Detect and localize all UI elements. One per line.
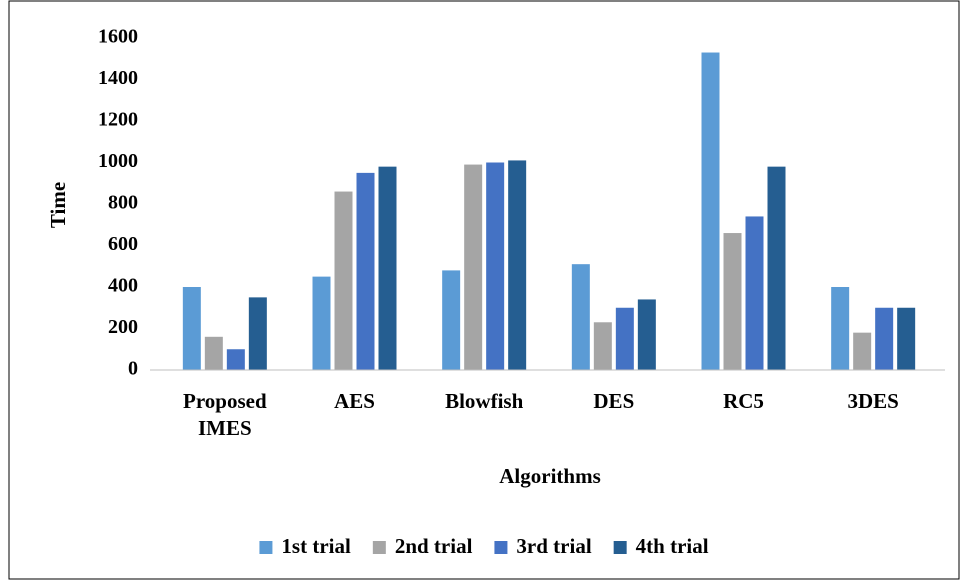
x-tick-label: 3DES: [847, 389, 898, 413]
y-tick-label: 1000: [98, 150, 138, 172]
x-tick-label: Proposed IMES: [183, 389, 267, 440]
bar: [442, 270, 461, 370]
bar: [378, 166, 397, 370]
y-tick-label: 600: [108, 233, 138, 255]
bar: [897, 307, 916, 370]
bar: [356, 172, 375, 370]
bar: [701, 52, 720, 371]
bar: [226, 349, 245, 370]
legend-label: 1st trial: [281, 534, 351, 558]
legend-swatch: [372, 541, 386, 554]
bar: [853, 332, 872, 370]
legend-swatch: [494, 541, 508, 554]
bar: [182, 287, 201, 370]
bar: [723, 233, 742, 370]
legend-swatch: [259, 541, 273, 554]
bar: [593, 322, 612, 370]
bar: [334, 191, 353, 370]
y-tick-label: 200: [108, 316, 138, 338]
y-tick-label: 0: [128, 358, 138, 380]
x-tick-label-line: IMES: [198, 416, 252, 440]
bar: [637, 299, 656, 370]
x-tick-label: RC5: [723, 389, 764, 413]
x-tick-label: Blowfish: [445, 389, 524, 413]
x-tick-label: DES: [593, 389, 634, 413]
bar: [767, 166, 786, 370]
bar: [486, 162, 505, 370]
bar: [831, 287, 850, 370]
legend-swatch: [613, 541, 627, 554]
legend-label: 4th trial: [636, 534, 709, 558]
legend-label: 3rd trial: [516, 534, 591, 558]
bar: [571, 264, 590, 370]
bar: [464, 164, 483, 370]
y-tick-label: 1200: [98, 109, 138, 131]
bar: [745, 216, 764, 370]
x-axis-title: Algorithms: [499, 464, 601, 488]
bar: [508, 160, 527, 370]
y-tick-label: 1400: [98, 67, 138, 89]
y-tick-label: 400: [108, 275, 138, 297]
y-tick-label: 1600: [98, 26, 138, 48]
chart-frame: [8, 0, 960, 580]
bar: [248, 297, 267, 370]
x-tick-label: AES: [334, 389, 375, 413]
x-tick-label-line: Proposed: [183, 389, 267, 413]
y-axis-title: Time: [46, 182, 70, 228]
y-tick-label: 800: [108, 192, 138, 214]
bar: [615, 307, 634, 370]
bar: [312, 276, 331, 370]
bar: [204, 336, 223, 370]
bar: [875, 307, 894, 370]
legend-label: 2nd trial: [395, 534, 473, 558]
